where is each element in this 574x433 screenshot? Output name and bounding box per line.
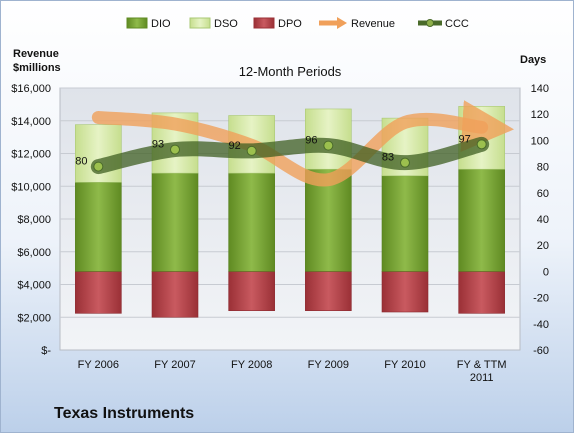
revenue-line [91, 100, 515, 187]
ccc-data-label: 97 [459, 133, 471, 145]
left-tick-label: $- [41, 345, 51, 357]
legend-swatch-ccc [418, 19, 442, 27]
ccc-point [93, 161, 104, 172]
x-tick-label: FY 2009 [308, 359, 349, 371]
left-tick-label: $16,000 [11, 83, 51, 95]
legend-label-dso: DSO [214, 18, 238, 30]
bar-dpo [151, 271, 199, 318]
bar-dio [458, 168, 505, 272]
left-tick-label: $4,000 [17, 280, 51, 292]
left-axis-label-line1: Revenue [13, 48, 59, 60]
right-tick-label: -60 [533, 345, 549, 357]
ccc-point [400, 157, 410, 168]
left-tick-label: $14,000 [11, 116, 51, 128]
left-tick-label: $6,000 [17, 247, 51, 259]
chart-title: 12-Month Periods [239, 64, 342, 79]
legend: DIO DSO DPO Revenue CCC [126, 17, 469, 30]
ccc-point [170, 144, 180, 155]
ccc-line [90, 136, 490, 175]
right-tick-label: 140 [531, 83, 549, 95]
legend-swatch-revenue [319, 17, 347, 29]
legend-label-ccc: CCC [445, 18, 469, 30]
right-tick-label: -40 [533, 319, 549, 331]
right-tick-label: 20 [537, 240, 549, 252]
right-tick-label: -20 [533, 293, 549, 305]
right-tick-label: 100 [531, 135, 549, 147]
legend-label-dio: DIO [151, 18, 171, 30]
left-tick-label: $10,000 [11, 181, 51, 193]
bar-dio [381, 175, 429, 272]
ccc-data-label: 96 [305, 135, 317, 147]
right-tick-label: 80 [537, 162, 549, 174]
bar-dpo [458, 271, 505, 314]
right-tick-label: 40 [537, 214, 549, 226]
ccc-point [476, 139, 487, 150]
left-tick-label: $12,000 [11, 149, 51, 161]
ccc-point [246, 145, 257, 156]
ccc-data-label: 80 [75, 156, 87, 168]
x-tick-label: FY 2010 [384, 359, 425, 371]
ccc-series: 80 93 92 96 83 97 [75, 133, 490, 175]
ccc-point [323, 140, 334, 151]
company-name: Texas Instruments [54, 405, 195, 422]
legend-swatch-dio [126, 17, 148, 29]
left-axis-ticks: $- $2,000 $4,000 $6,000 $8,000 $10,000 $12,000… [11, 83, 51, 357]
bar-dio [151, 172, 199, 272]
left-axis-label-line2: $millions [13, 62, 61, 74]
x-axis-ticks: FY 2006 FY 2007 FY 2008 FY 2009 FY 2010 FY & … [78, 359, 507, 384]
bar-dpo [305, 271, 352, 311]
legend-label-revenue: Revenue [351, 18, 395, 30]
x-tick-label: FY 2008 [231, 359, 272, 371]
x-tick-label: FY 2007 [154, 359, 195, 371]
right-tick-label: 0 [543, 266, 549, 278]
legend-swatch-dpo [253, 17, 275, 29]
legend-swatch-dso [189, 17, 211, 29]
chart-svg: DIO DSO DPO Revenue CCC Revenue $million… [11, 17, 549, 384]
bar-dpo [381, 271, 429, 313]
bar-dpo [75, 271, 122, 314]
bar-dio [75, 182, 122, 272]
ccc-data-label: 83 [382, 152, 394, 164]
x-tick-label: 2011 [470, 372, 494, 384]
bar-dpo [228, 271, 275, 311]
left-tick-label: $2,000 [17, 312, 51, 324]
left-tick-label: $8,000 [17, 214, 51, 226]
right-axis-label: Days [520, 54, 546, 66]
legend-label-dpo: DPO [278, 18, 302, 30]
right-tick-label: 60 [537, 188, 549, 200]
ccc-data-label: 93 [152, 139, 164, 151]
x-tick-label: FY & TTM [457, 359, 507, 371]
right-tick-label: 120 [531, 109, 549, 121]
bar-dio [228, 172, 275, 272]
x-tick-label: FY 2006 [78, 359, 119, 371]
revenue-series [91, 100, 515, 187]
right-axis-ticks: -60 -40 -20 0 20 40 60 80 100 120 140 [531, 83, 549, 357]
ccc-data-label: 92 [229, 140, 241, 152]
